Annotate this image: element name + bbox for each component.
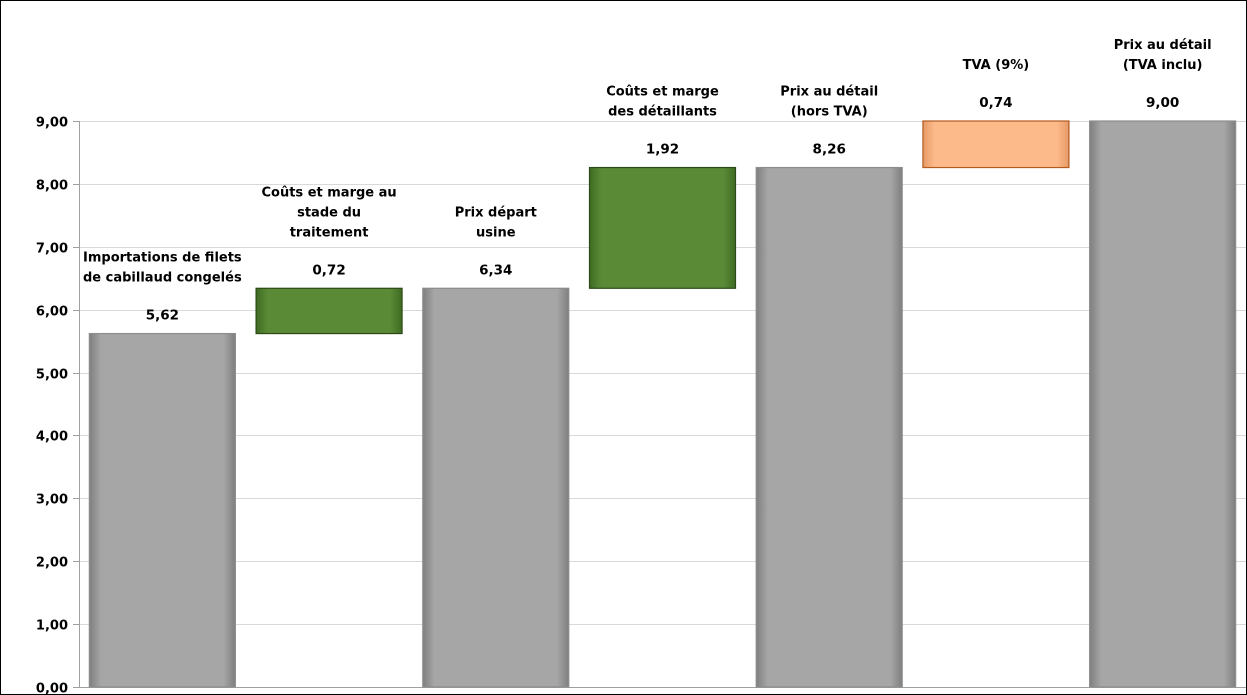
category-label: Importations de filets [83,251,242,266]
value-label: 0,72 [312,262,345,278]
bars [88,120,1237,688]
category-label: usine [476,225,516,240]
bar-total [1089,120,1237,688]
bar-cost_margin [588,166,737,289]
value-label: 5,62 [146,308,179,324]
bar-vat [922,120,1070,169]
y-tick-label: 6,00 [36,305,68,320]
labels: 5,62 Importations de filets de cabillaud c… [83,38,1212,324]
y-tick-label: 4,00 [36,430,68,445]
value-label: 6,34 [479,262,512,278]
category-label: des détaillants [608,105,717,120]
value-label: 8,26 [813,142,846,158]
value-label: 1,92 [646,142,679,158]
category-label: Coûts et marge [606,85,719,100]
bar-total [422,287,570,688]
y-tick-label: 5,00 [36,368,68,383]
y-tick-label: 0,00 [36,682,68,695]
category-label: stade du [297,205,361,220]
y-tick-label: 8,00 [36,179,68,194]
bar-total [88,332,236,688]
y-axis: 0,00 1,00 2,00 3,00 4,00 5,00 6,00 7,00 8,00 9,00 [36,116,1246,695]
category-label: Prix au détail [1114,38,1212,53]
y-tick-label: 9,00 [36,116,68,131]
y-tick-label: 2,00 [36,556,68,571]
category-label: (TVA inclu) [1123,58,1203,73]
category-label: de cabillaud congelés [83,271,242,286]
category-label: (hors TVA) [791,105,868,120]
value-label: 0,74 [979,95,1012,111]
y-tick-label: 7,00 [36,242,68,257]
bar-total [755,166,903,688]
category-label: Prix départ [455,205,537,220]
category-label: Coûts et marge au [261,185,396,200]
category-label: traitement [290,225,369,240]
category-label: Prix au détail [780,85,878,100]
bar-cost_margin [255,287,403,335]
y-tick-label: 1,00 [36,619,68,634]
category-label: TVA (9%) [963,58,1030,73]
value-label: 9,00 [1146,95,1179,111]
y-tick-label: 3,00 [36,493,68,508]
